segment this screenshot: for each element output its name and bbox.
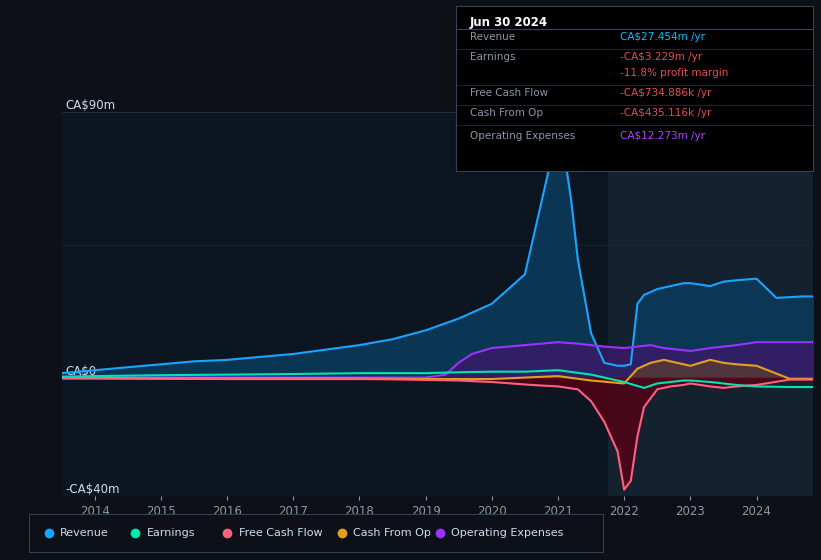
Text: Operating Expenses: Operating Expenses xyxy=(452,528,563,538)
Text: -CA$435.116k /yr: -CA$435.116k /yr xyxy=(620,108,711,118)
Text: CA$27.454m /yr: CA$27.454m /yr xyxy=(620,32,705,42)
Text: -CA$40m: -CA$40m xyxy=(66,483,120,496)
Text: Revenue: Revenue xyxy=(470,32,515,42)
Text: CA$90m: CA$90m xyxy=(66,99,116,112)
Text: CA$12.273m /yr: CA$12.273m /yr xyxy=(620,131,705,141)
Text: Earnings: Earnings xyxy=(470,52,516,62)
Text: Earnings: Earnings xyxy=(147,528,195,538)
Text: Free Cash Flow: Free Cash Flow xyxy=(470,88,548,98)
Text: Jun 30 2024: Jun 30 2024 xyxy=(470,16,548,29)
Text: -11.8% profit margin: -11.8% profit margin xyxy=(620,68,728,78)
Text: CA$0: CA$0 xyxy=(66,365,96,377)
Text: Cash From Op: Cash From Op xyxy=(354,528,431,538)
Text: -CA$734.886k /yr: -CA$734.886k /yr xyxy=(620,88,711,98)
Text: Free Cash Flow: Free Cash Flow xyxy=(238,528,322,538)
Text: Cash From Op: Cash From Op xyxy=(470,108,543,118)
Text: Revenue: Revenue xyxy=(61,528,109,538)
Bar xyxy=(608,112,813,496)
Text: Operating Expenses: Operating Expenses xyxy=(470,131,576,141)
Text: -CA$3.229m /yr: -CA$3.229m /yr xyxy=(620,52,702,62)
